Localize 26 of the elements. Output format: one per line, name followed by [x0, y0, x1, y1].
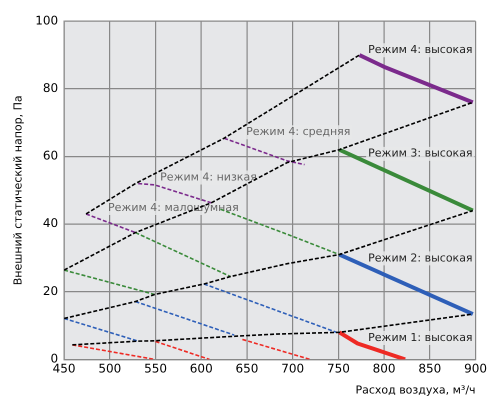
x-tick-label: 750: [326, 362, 350, 376]
series-label: Режим 3: высокая: [368, 146, 473, 160]
x-tick-label: 600: [190, 362, 213, 376]
y-tick-label: 60: [42, 148, 58, 163]
y-tick-label: 100: [35, 13, 58, 28]
x-tick-label: 900: [464, 362, 487, 376]
line-series: [72, 313, 474, 346]
series-label: Режим 2: высокая: [368, 251, 473, 264]
x-tick-label: 850: [418, 362, 442, 376]
x-tick-label: 650: [236, 362, 258, 376]
series-label: Режим 4: высокая: [368, 43, 473, 56]
y-tick-label: 80: [42, 80, 58, 95]
x-tick-label: 700: [281, 362, 304, 376]
x-tick-label: 550: [144, 362, 167, 376]
x-tick-label: 800: [372, 362, 396, 376]
line-series: [85, 54, 360, 215]
series-label: Режим 4: средняя: [246, 125, 350, 138]
y-axis-title: Внешний статический напор, Па: [11, 95, 24, 286]
line-series: [64, 102, 474, 271]
y-tick-label: 40: [42, 216, 58, 230]
x-tick-label: 450: [52, 362, 76, 376]
x-tick-label: 500: [98, 362, 122, 376]
y-tick-label: 20: [42, 284, 58, 298]
x-axis-title: Расход воздуха, м³/ч: [355, 383, 476, 396]
series-label: Режим 1: высокая: [368, 330, 473, 344]
series-label: Режим 4: низкая: [160, 170, 257, 184]
